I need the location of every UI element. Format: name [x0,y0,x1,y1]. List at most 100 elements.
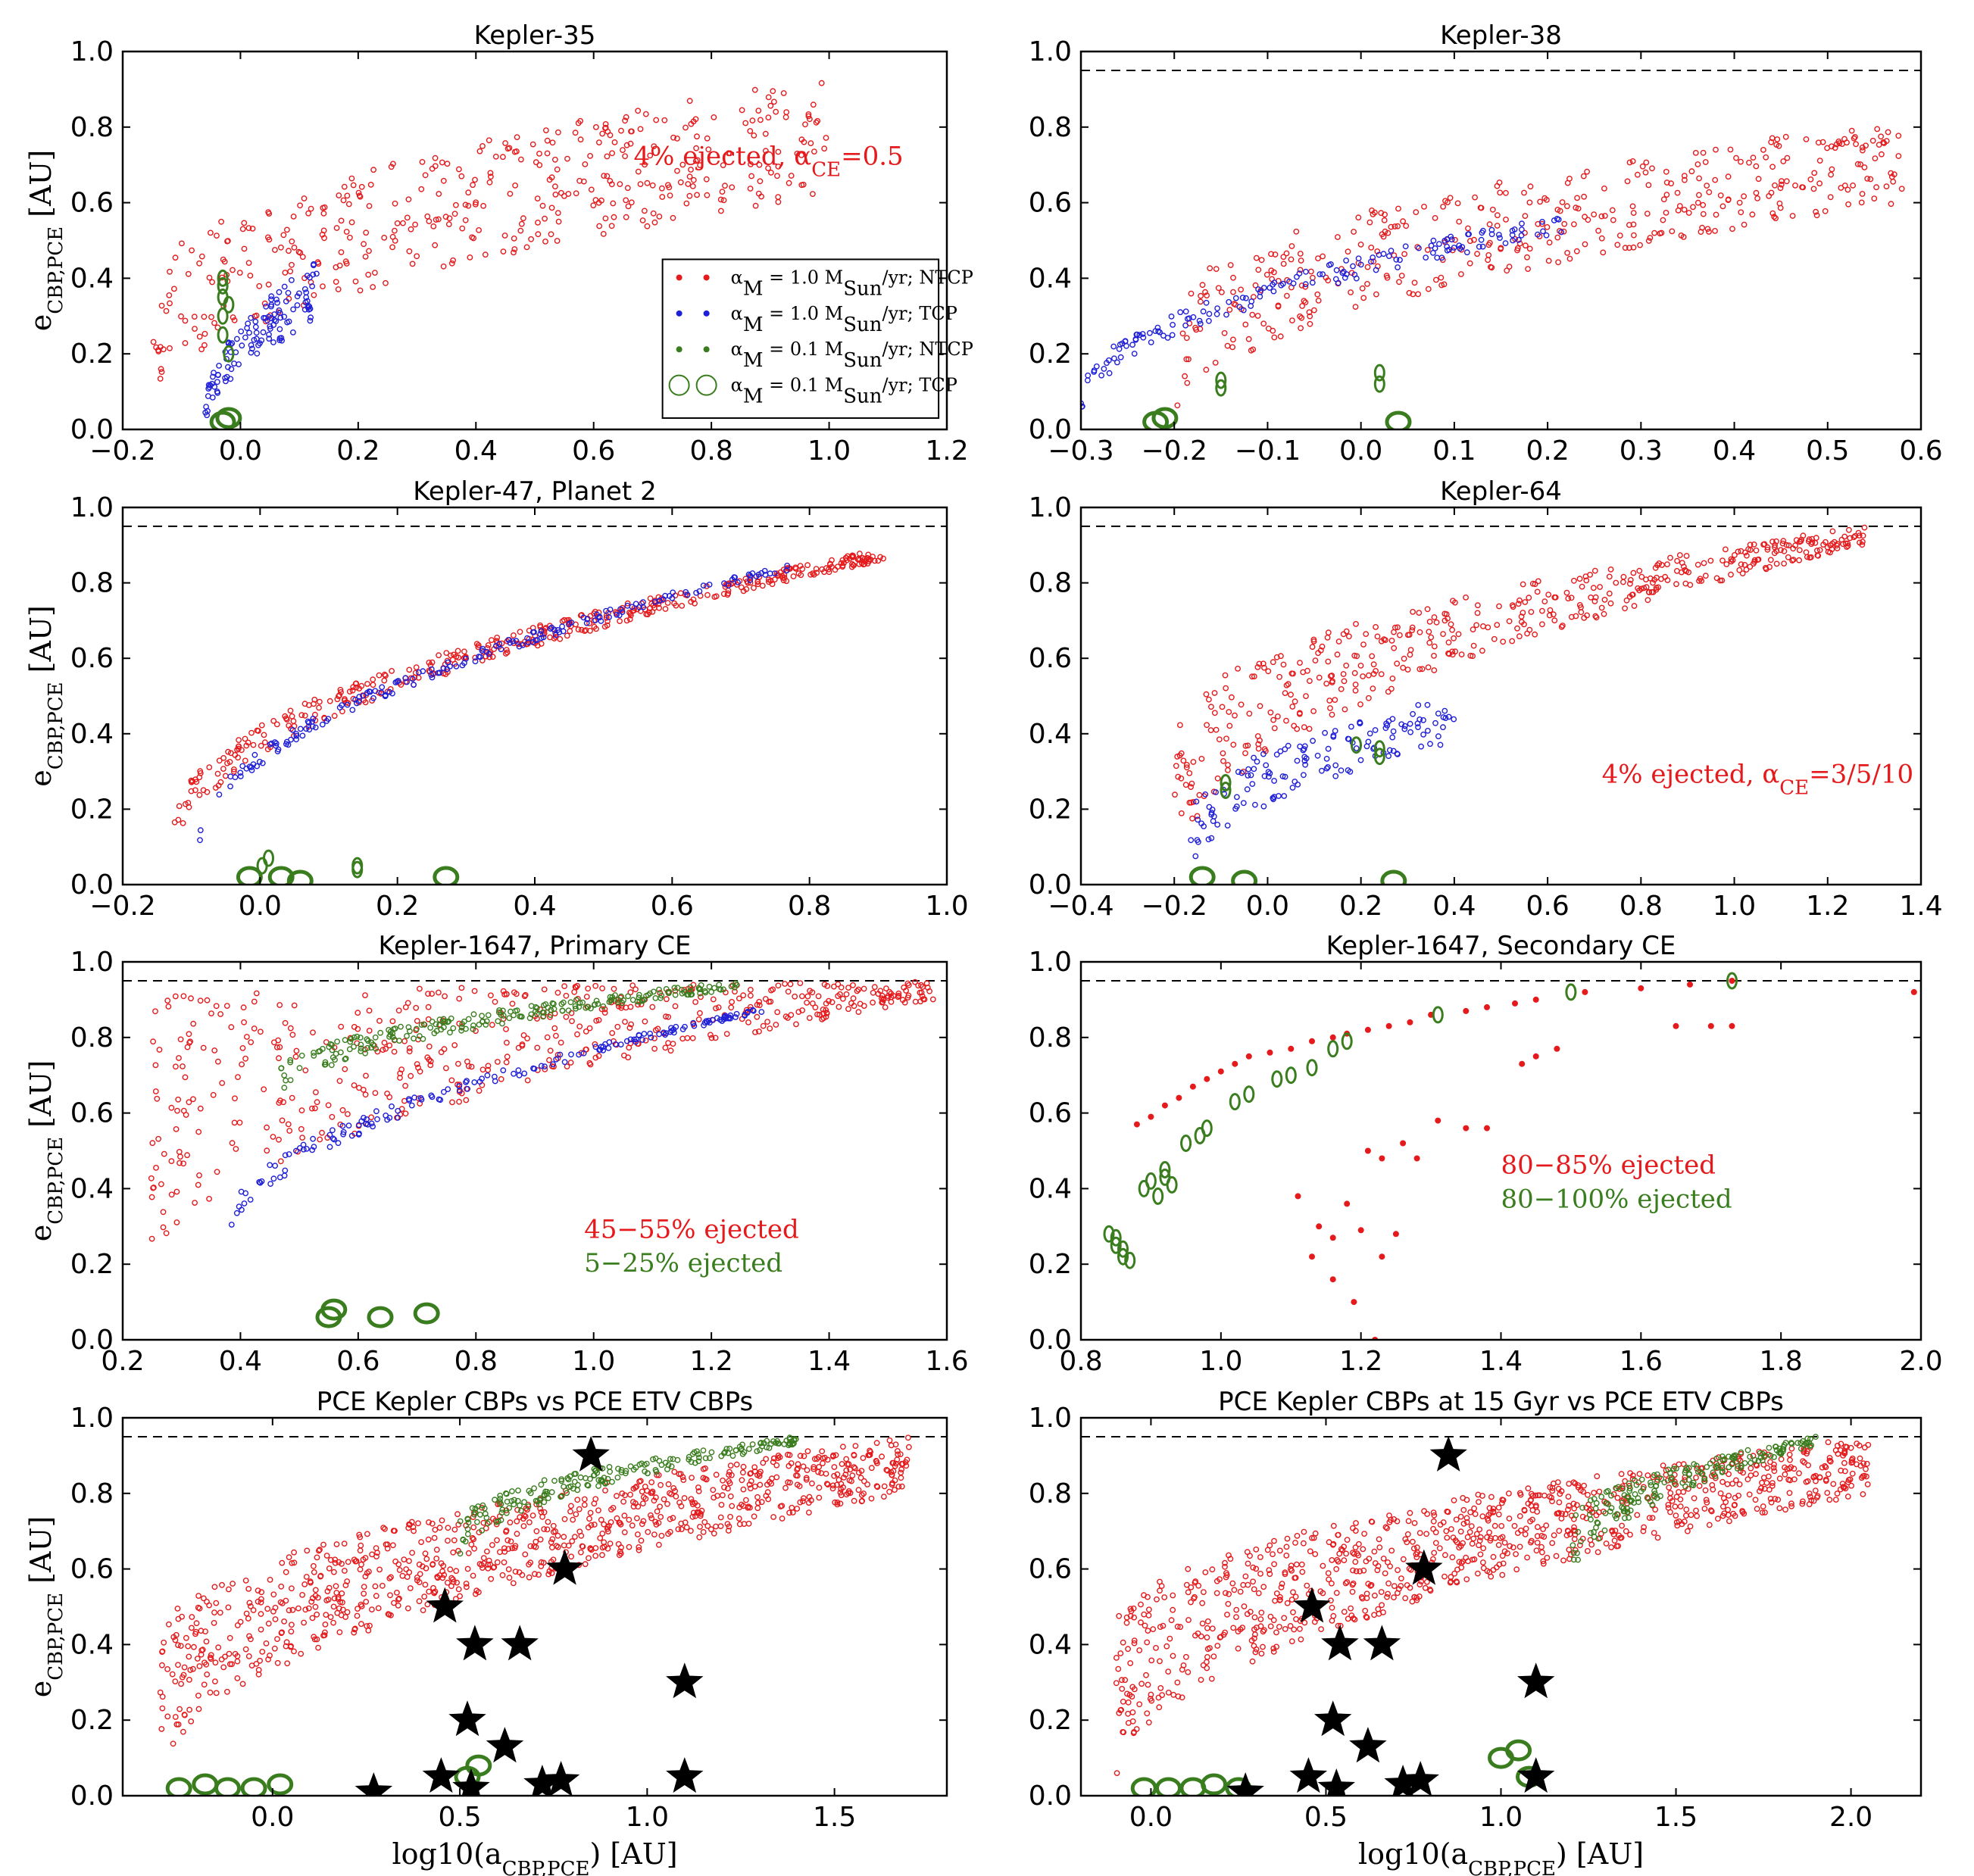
data-point [596,1047,603,1053]
data-point [342,696,348,702]
data-point [1320,1562,1326,1569]
data-point [549,1000,556,1007]
data-point [198,1647,205,1653]
data-point [226,759,233,765]
data-point [405,1525,412,1531]
data-point [312,1089,319,1096]
y-tick-label: 0.0 [1029,414,1072,445]
data-point [544,1526,551,1533]
data-point [1352,304,1359,310]
data-point [308,314,314,321]
data-point [554,166,561,173]
data-point [257,1179,264,1186]
data-point [1859,144,1866,151]
data-point [747,579,754,586]
data-point [728,1004,735,1011]
data-point [1554,1045,1560,1052]
data-point [316,698,323,705]
data-point [1575,205,1582,212]
data-point [309,1595,316,1602]
data-point [511,235,517,242]
data-point [485,1063,492,1069]
data-point [358,183,365,190]
data-point [492,153,499,160]
data-point [476,1022,483,1028]
data-point [1435,710,1441,716]
data-point [1485,257,1491,264]
data-point [1653,586,1660,593]
data-point [303,289,310,295]
data-point [1524,254,1530,261]
data-point [338,249,345,255]
data-point [266,331,272,338]
data-point [1307,678,1313,684]
data-point [1267,770,1273,776]
data-point [652,1027,659,1034]
data-point [366,248,372,254]
data-point [298,1125,305,1132]
data-point [310,1029,316,1036]
data-point [544,1034,551,1041]
data-point [1827,194,1834,201]
data-point [1687,1523,1694,1530]
legend-marker [676,310,682,317]
data-point [378,689,385,696]
data-point [717,196,724,203]
data-point [504,649,511,656]
data-point [706,983,713,990]
chart-title: Kepler-35 [474,20,596,51]
data-point [1883,138,1890,145]
data-point [211,320,217,326]
data-point [160,1209,167,1216]
data-point [632,1038,639,1045]
data-point [1293,228,1300,235]
plot-area [123,525,947,885]
axes-frame [1079,506,1922,886]
data-point [392,1558,398,1565]
data-point [1081,403,1085,410]
data-point [294,302,301,308]
data-point [276,1055,282,1062]
data-point [350,182,357,189]
data-point [242,757,248,764]
data-point [1234,794,1240,801]
data-point [1148,339,1154,345]
data-point [1606,573,1613,580]
data-point [364,681,370,687]
data-point [819,1448,826,1455]
data-point [232,774,239,781]
data-point [720,1492,726,1499]
data-point [1398,721,1405,728]
data-point [609,994,616,1000]
data-point [1822,208,1829,214]
data-point [1206,696,1212,703]
data-point [592,617,598,623]
data-point [463,655,469,662]
data-point [167,268,173,275]
data-point [1571,1505,1578,1512]
data-point [1220,782,1232,799]
data-point [1222,672,1229,679]
data-point [1415,291,1422,298]
data-point [1223,735,1229,742]
data-point [277,1158,284,1165]
data-point [414,253,420,260]
data-point [281,1618,287,1625]
data-point [158,302,165,309]
data-point [1271,279,1278,286]
data-point [1196,317,1203,324]
data-point [687,984,694,991]
data-point [733,1010,740,1017]
data-point [152,1062,159,1069]
data-point [455,1060,461,1067]
etv-star-marker [456,1625,494,1661]
data-point [598,1006,605,1013]
data-point [1270,1645,1277,1652]
data-point [1360,673,1366,679]
data-point [691,1449,698,1456]
data-point [300,1146,307,1153]
data-point [551,626,558,633]
data-point [1303,755,1310,762]
data-point [788,1012,795,1019]
data-point [575,120,582,126]
